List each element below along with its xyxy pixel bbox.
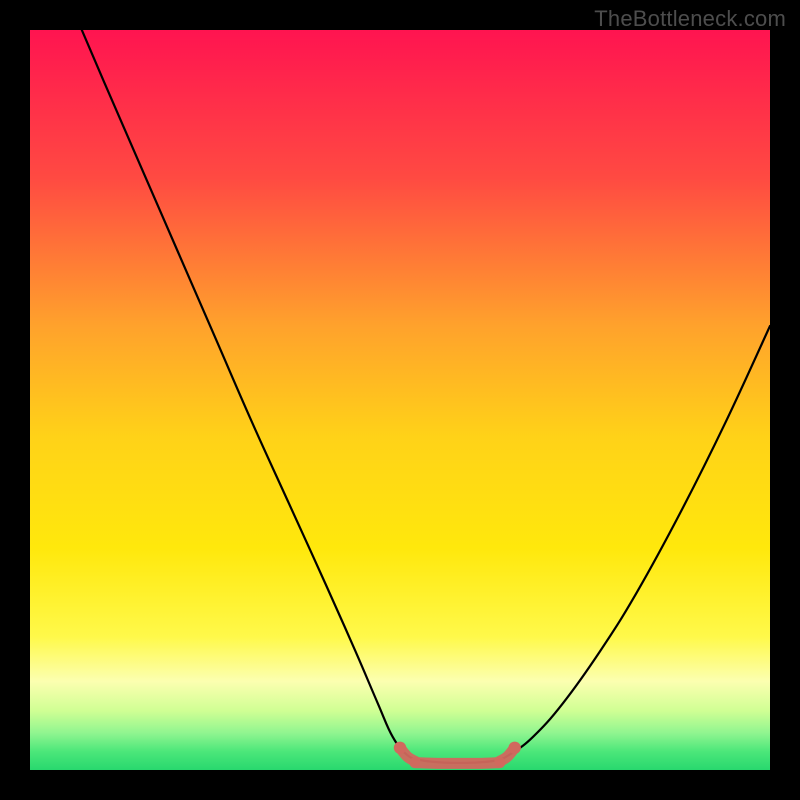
valley-highlight-flat bbox=[415, 763, 500, 764]
chart-frame: TheBottleneck.com bbox=[0, 0, 800, 800]
valley-highlight-end-dot-1 bbox=[394, 742, 406, 754]
valley-highlight-end-dot-2 bbox=[509, 742, 521, 754]
bottleneck-curve-chart bbox=[30, 30, 770, 770]
plot-area bbox=[30, 30, 770, 770]
plot-background bbox=[30, 30, 770, 770]
watermark-text: TheBottleneck.com bbox=[594, 6, 786, 32]
